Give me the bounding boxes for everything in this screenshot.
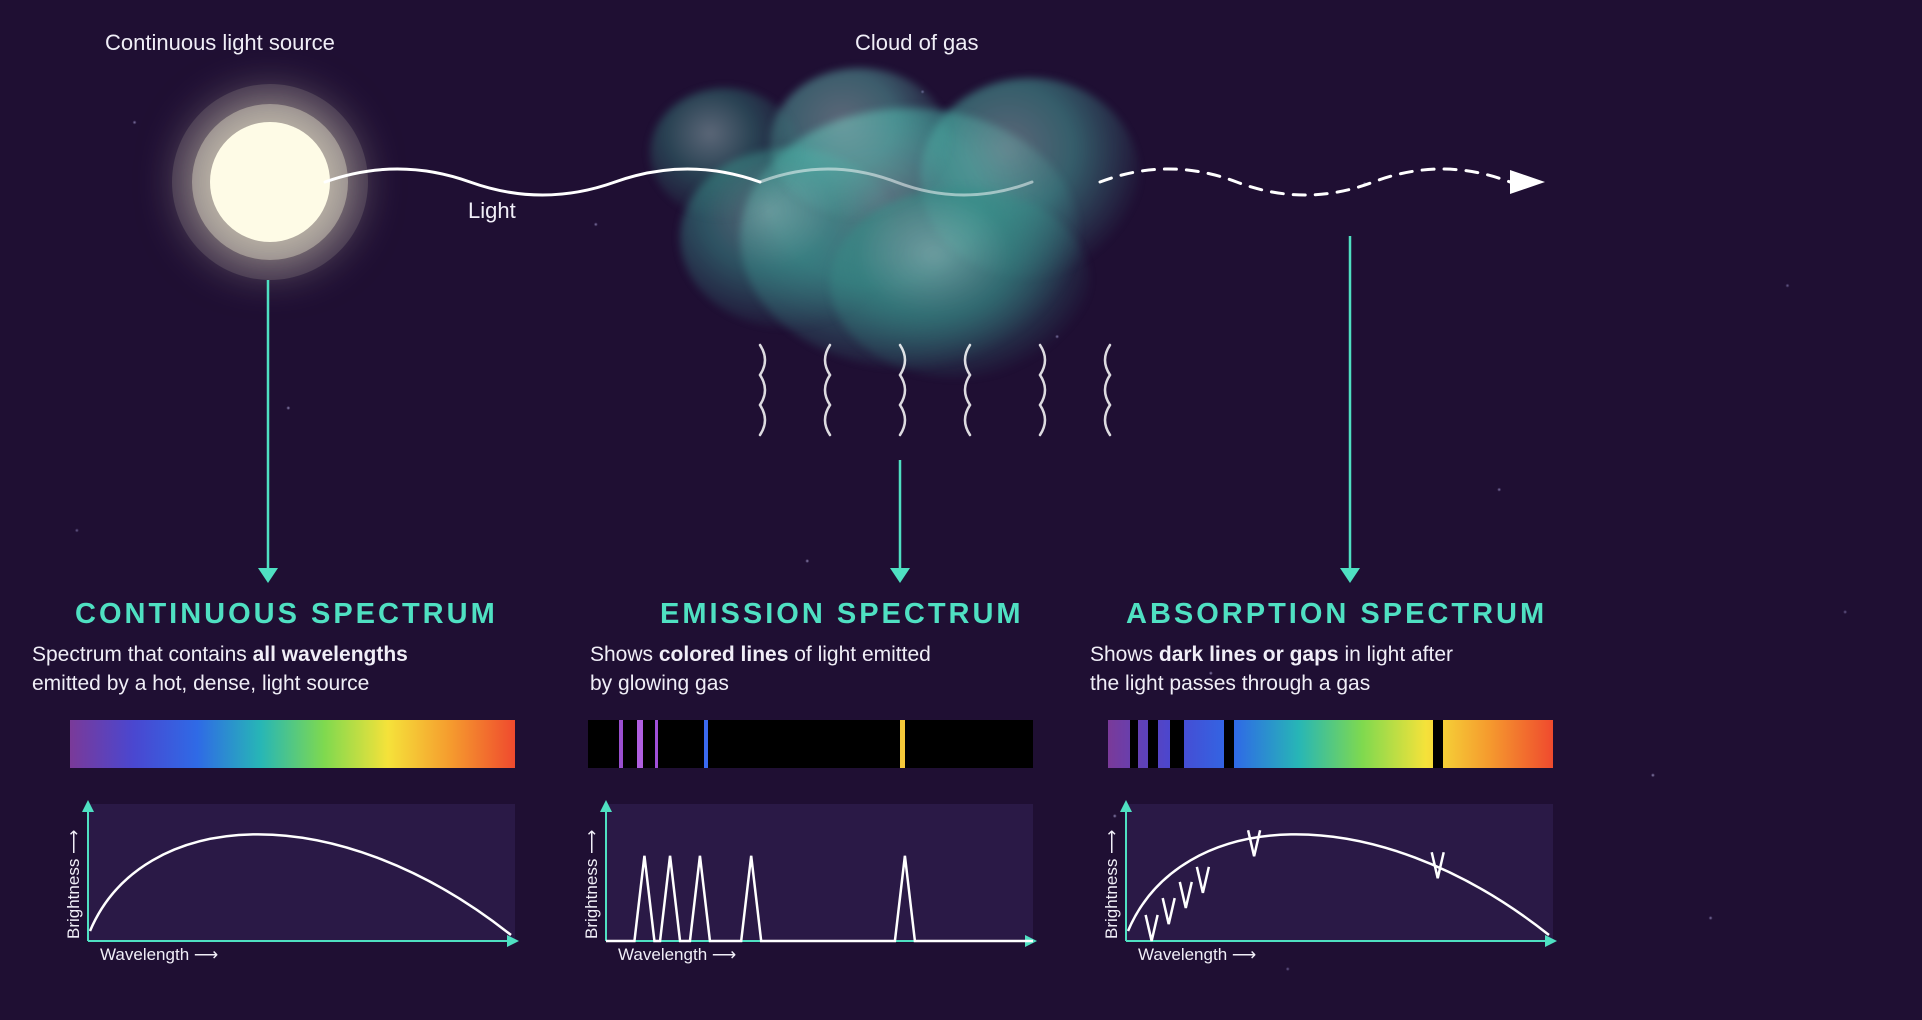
ylabel-emission: Brightness ⟶ [582, 830, 602, 939]
diagram-stage: Continuous light source Cloud of gas Lig… [0, 0, 1922, 1020]
title-absorption: ABSORPTION SPECTRUM [1126, 598, 1547, 631]
gas-cloud-icon [620, 38, 1180, 378]
chart-continuous [70, 804, 515, 959]
spectrum-continuous [70, 720, 515, 768]
light-source-icon [210, 122, 330, 242]
label-light: Light [468, 198, 516, 224]
desc-emission: Shows colored lines of light emittedby g… [590, 640, 931, 699]
xlabel-absorption: Wavelength ⟶ [1138, 945, 1256, 965]
label-cloud: Cloud of gas [855, 30, 979, 56]
xlabel-continuous: Wavelength ⟶ [100, 945, 218, 965]
xlabel-emission: Wavelength ⟶ [618, 945, 736, 965]
chart-absorption [1108, 804, 1553, 959]
desc-continuous: Spectrum that contains all wavelengthsem… [32, 640, 408, 699]
ylabel-continuous: Brightness ⟶ [64, 830, 84, 939]
spectrum-absorption [1108, 720, 1553, 768]
spectrum-emission [588, 720, 1033, 768]
desc-absorption: Shows dark lines or gaps in light aftert… [1090, 640, 1453, 699]
ylabel-absorption: Brightness ⟶ [1102, 830, 1122, 939]
label-source: Continuous light source [105, 30, 335, 56]
title-continuous: CONTINUOUS SPECTRUM [75, 598, 498, 631]
title-emission: EMISSION SPECTRUM [660, 598, 1024, 631]
chart-emission [588, 804, 1033, 959]
